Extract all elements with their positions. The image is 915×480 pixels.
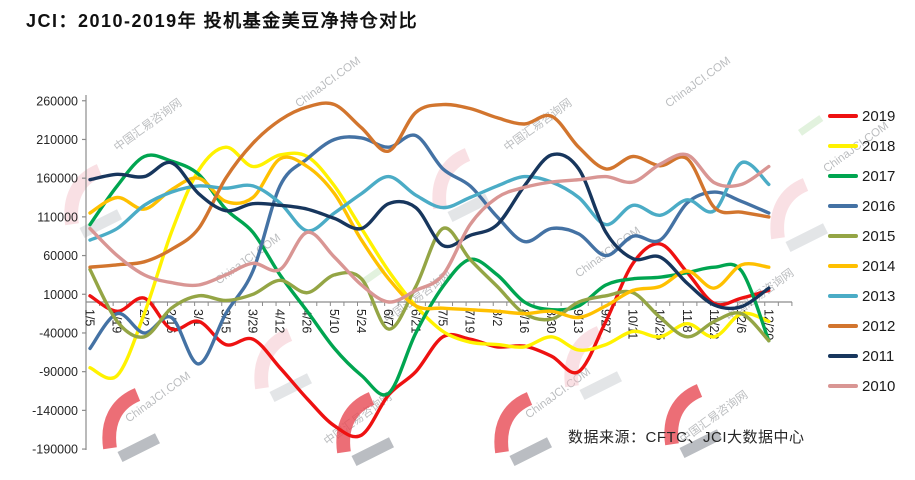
legend-item-2015: 2015 [828,221,895,251]
series-line-2010 [88,152,771,304]
jci-logo-icon [564,326,623,401]
jci-logo-icon [254,328,313,403]
chart-title: JCI：2010-2019年 投机基金美豆净持仓对比 [26,11,419,31]
y-axis-label: 110000 [37,210,78,224]
jci-logo-icon [432,148,491,223]
legend-swatch-icon [828,174,858,178]
legend-label: 2017 [862,167,896,185]
series-line-2013 [88,160,771,242]
x-axis-label: 9/13 [571,309,585,333]
jci-logo-icon [664,384,723,459]
legend-label: 2018 [862,137,896,155]
y-axis-label: 210000 [36,133,78,147]
watermark-accent [797,115,824,136]
legend-swatch-icon [828,294,858,298]
watermark-text: 中国汇易咨询网 [111,95,184,154]
x-axis-label: 7/19 [463,309,477,333]
watermark-text: ChinaJCI.COM [663,55,733,110]
legend-label: 2016 [862,197,896,215]
x-axis-label: 5/10 [327,309,341,333]
x-axis-label: 8/30 [544,309,558,333]
y-axis-label: 10000 [43,288,78,302]
legend-swatch-icon [828,354,858,358]
y-axis-label: -140000 [32,404,78,418]
source-note: 数据来源：CFTC、JCI大数据中心 [568,429,805,446]
axes: 260000 210000 160000 110000 60000 10000 -40000… [32,94,793,457]
legend-swatch-icon [828,384,858,388]
legend-swatch-icon [828,144,858,148]
jci-logo-icon [336,392,395,467]
x-axis-label: 11/22 [707,309,721,339]
y-axis-label: -90000 [39,365,78,379]
legend-item-2017: 2017 [828,161,895,191]
x-axis-label: 10/25 [653,309,667,340]
jci-logo-icon [102,388,161,463]
x-axis-label: 3/29 [245,309,259,333]
y-axis-label: 60000 [43,249,78,263]
legend-label: 2011 [862,347,895,365]
x-axis-label: 3/15 [218,309,232,333]
legend-swatch-icon [828,264,858,268]
series-line-2016 [88,133,771,366]
y-axis-label: 260000 [36,94,78,108]
series-layer [88,101,771,439]
legend-swatch-icon [828,114,858,118]
legend-item-2010: 2010 [828,371,895,401]
y-axis-label: -40000 [39,326,78,340]
jci-logo-icon [770,178,829,253]
legend-item-2013: 2013 [828,281,895,311]
jci-logo-icon [494,392,553,467]
chart-legend: 2019 2018 2017 2016 2015 2014 2013 2012 2011 2010 [828,101,895,401]
watermark-layer: 中国汇易咨询网ChinaJCI.COM中国汇易咨询网ChinaJCI.COMCh… [64,55,891,467]
x-axis-label: 4/12 [273,309,287,333]
legend-item-2018: 2018 [828,131,895,161]
legend-swatch-icon [828,204,858,208]
legend-item-2016: 2016 [828,191,895,221]
x-axis-label: 11/8 [680,309,694,332]
x-axis-label: 1/5 [83,309,97,326]
legend-label: 2014 [862,257,896,275]
series-line-2019 [88,242,771,439]
legend-item-2012: 2012 [828,311,895,341]
series-line-2014 [88,155,771,320]
watermark-accent [359,265,386,286]
legend-item-2019: 2019 [828,101,895,131]
series-line-2015 [88,226,771,343]
legend-label: 2010 [862,377,896,395]
y-axis-label: -190000 [32,443,78,457]
x-axis-label: 6/7 [381,309,395,326]
x-axis-label: 5/24 [354,309,368,333]
legend-swatch-icon [828,234,858,238]
legend-item-2014: 2014 [828,251,895,281]
legend-label: 2015 [862,227,896,245]
watermark-text: 中国汇易咨询网 [501,95,574,154]
y-axis-label: 160000 [36,172,78,186]
legend-label: 2019 [862,107,896,125]
legend-swatch-icon [828,324,858,328]
x-axis-label: 8/2 [490,309,504,326]
legend-label: 2012 [862,317,896,335]
series-line-2011 [88,152,771,311]
legend-label: 2013 [862,287,896,305]
legend-item-2011: 2011 [828,341,895,371]
x-axis-label: 7/5 [435,309,449,326]
jci-logo-icon [64,164,123,239]
